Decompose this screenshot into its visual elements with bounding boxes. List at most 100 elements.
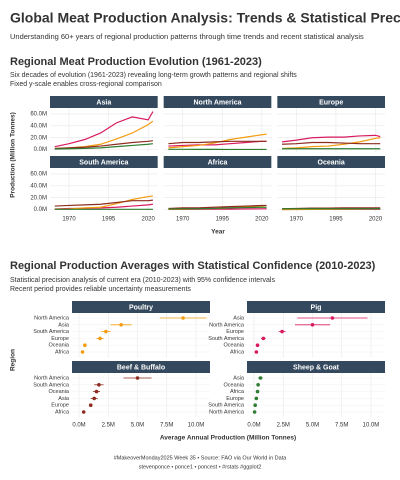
strip-label: South America xyxy=(79,159,128,166)
y-tick-label: Asia xyxy=(58,322,70,328)
y-tick-label: Oceania xyxy=(224,343,245,349)
strip-label: North America xyxy=(194,99,242,106)
point xyxy=(92,396,97,401)
point xyxy=(254,350,259,354)
y-tick-label: Oceania xyxy=(49,389,70,395)
x-tick-label: 2.5M xyxy=(102,423,115,429)
y-tick-label: Africa xyxy=(55,409,70,415)
strip xyxy=(277,156,385,168)
y-tick-label: 20.0M xyxy=(30,195,47,201)
strip xyxy=(50,96,158,108)
y-axis-label: Region xyxy=(10,349,17,371)
y-tick-label: 0.0M xyxy=(34,207,47,213)
y-tick-label: Asia xyxy=(58,396,70,402)
y-tick-label: 60.0M xyxy=(30,172,47,178)
point xyxy=(256,383,260,387)
strip-label: Africa xyxy=(208,159,228,166)
y-tick-label: South America xyxy=(33,382,70,388)
y-tick-label: Africa xyxy=(230,349,245,355)
point xyxy=(253,403,257,408)
point xyxy=(135,376,140,380)
point xyxy=(97,383,101,387)
footer: stevenponce • ponce1 • poncest • #rstats… xyxy=(139,464,262,470)
x-tick-label: 7.5M xyxy=(335,423,348,429)
strip xyxy=(50,156,158,168)
x-tick-label: 2.5M xyxy=(277,423,290,429)
series-line xyxy=(282,137,381,150)
point xyxy=(252,410,257,414)
y-tick-label: 20.0M xyxy=(30,135,47,141)
point xyxy=(261,336,266,341)
x-tick-label: 0.0M xyxy=(247,423,260,429)
y-tick-label: Europe xyxy=(226,329,244,335)
series-line xyxy=(54,199,153,207)
section-subtitle: Fixed y-scale enables cross-regional com… xyxy=(10,81,162,88)
section-title: Regional Meat Production Evolution (1961… xyxy=(10,56,262,68)
x-axis-label: Average Annual Production (Million Tonne… xyxy=(160,435,296,442)
point xyxy=(254,396,259,401)
strip xyxy=(277,96,385,108)
x-tick-label: 1970 xyxy=(176,217,190,223)
point xyxy=(255,389,260,394)
page-title: Global Meat Production Analysis: Trends … xyxy=(10,10,400,26)
x-tick-label: 2020 xyxy=(369,217,383,223)
section-title: Regional Production Averages with Statis… xyxy=(10,260,376,272)
section-subtitle: Statistical precision analysis of curren… xyxy=(10,277,275,284)
point xyxy=(83,343,87,348)
strip xyxy=(163,96,272,108)
y-tick-label: 40.0M xyxy=(30,123,47,129)
strip xyxy=(247,301,385,313)
strip xyxy=(72,301,210,313)
y-tick-label: Europe xyxy=(51,336,69,342)
strip-label: Poultry xyxy=(129,304,153,311)
point xyxy=(330,316,335,320)
y-tick-label: Oceania xyxy=(224,382,245,388)
point xyxy=(88,403,93,408)
y-tick-label: Europe xyxy=(226,396,244,402)
point xyxy=(98,336,102,341)
point xyxy=(80,350,85,354)
section-subtitle: Six decades of evolution (1961-2023) rev… xyxy=(10,72,297,79)
strip-label: Pig xyxy=(311,304,322,311)
section-subtitle: Recent period provides reliable uncertai… xyxy=(10,286,191,293)
series-line xyxy=(282,134,381,143)
series-line xyxy=(54,111,154,148)
y-tick-label: North America xyxy=(209,409,245,415)
y-axis-label: Production (Million Tonnes) xyxy=(10,112,17,197)
series-line xyxy=(168,204,267,210)
strip-label: Oceania xyxy=(318,159,345,166)
point xyxy=(181,316,185,320)
y-tick-label: Oceania xyxy=(49,343,70,349)
y-tick-label: Asia xyxy=(233,315,245,321)
series-line xyxy=(282,141,381,145)
x-tick-label: 1970 xyxy=(62,217,76,223)
point xyxy=(94,389,99,394)
page-subtitle: Understanding 60+ years of regional prod… xyxy=(10,32,364,41)
y-tick-label: North America xyxy=(34,375,70,381)
y-tick-label: North America xyxy=(34,315,70,321)
point xyxy=(104,329,108,334)
strip-label: Europe xyxy=(319,99,343,106)
x-axis-label: Year xyxy=(211,229,225,236)
x-tick-label: 10.0M xyxy=(188,423,205,429)
x-tick-label: 1995 xyxy=(216,217,230,223)
x-tick-label: 2020 xyxy=(255,217,269,223)
y-tick-label: Africa xyxy=(230,389,245,395)
x-tick-label: 1970 xyxy=(290,217,304,223)
strip-label: Asia xyxy=(96,99,111,106)
strip xyxy=(72,361,210,373)
strip xyxy=(163,156,272,168)
y-tick-label: Asia xyxy=(233,375,245,381)
y-tick-label: 0.0M xyxy=(34,147,47,153)
strip-label: Sheep & Goat xyxy=(293,364,340,371)
point xyxy=(119,323,123,327)
x-tick-label: 2020 xyxy=(141,217,155,223)
x-tick-label: 7.5M xyxy=(160,423,173,429)
series-line xyxy=(168,140,267,145)
series-line xyxy=(54,143,153,150)
y-tick-label: South America xyxy=(33,329,70,335)
point xyxy=(280,329,284,334)
y-tick-label: 40.0M xyxy=(30,183,47,189)
series-line xyxy=(168,206,267,210)
